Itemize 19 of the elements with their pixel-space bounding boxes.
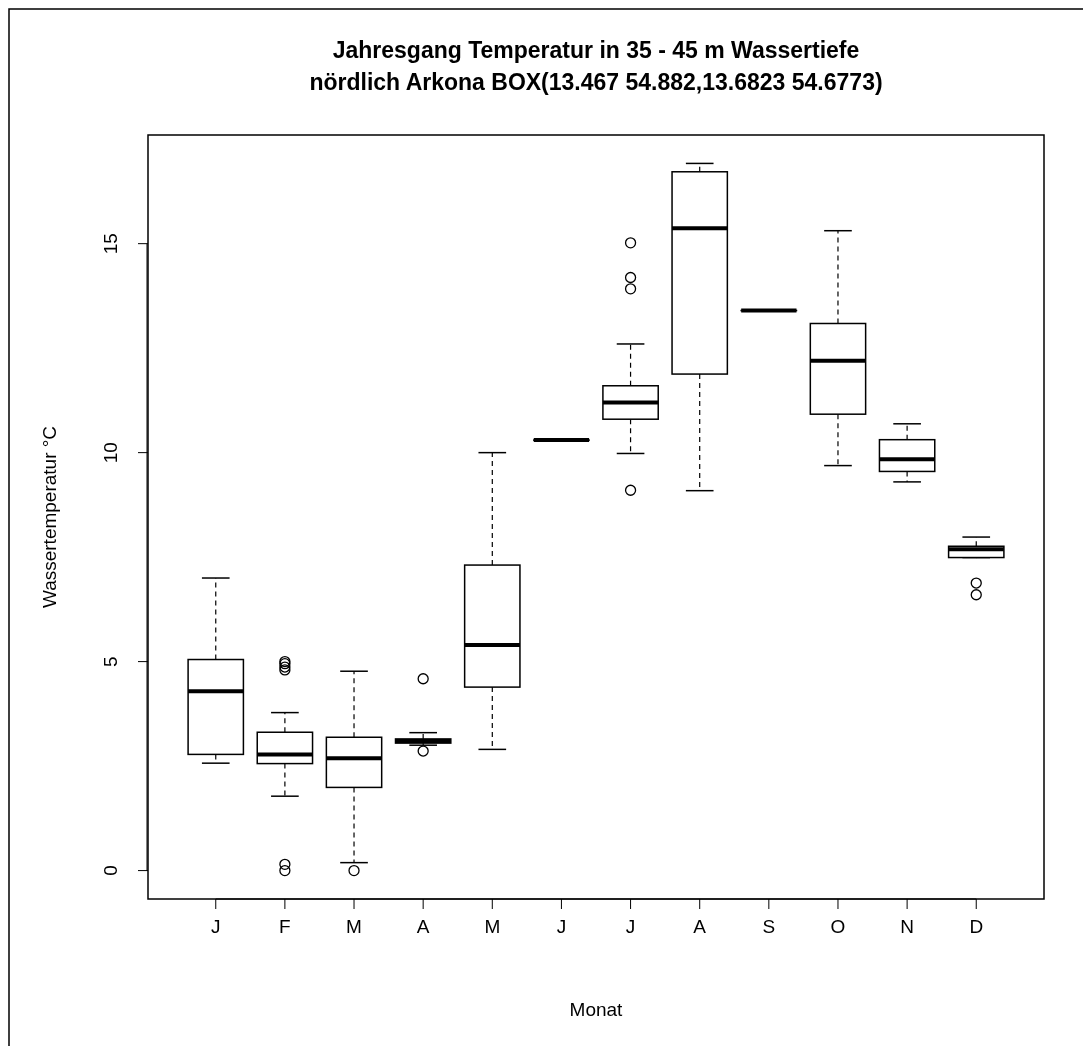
y-tick-label: 0 [99,865,121,876]
y-tick-label: 15 [99,233,121,255]
y-tick-label: 10 [99,442,121,464]
x-tick-label: A [416,916,430,937]
x-tick-label: J [556,916,567,937]
x-tick-label: M [484,916,501,937]
y-axis-title: Wassertemperatur °C [39,425,60,609]
x-tick-label: S [762,916,776,937]
x-tick-label: O [830,916,846,937]
x-tick-label: N [900,916,914,937]
x-axis-title: Monat [569,999,624,1020]
y-tick-label: 5 [99,656,121,667]
x-tick-label: M [346,916,362,937]
x-tick-label: D [969,916,984,937]
x-tick-label: J [211,916,221,937]
x-tick-label: J [625,916,636,937]
chart-title: Jahresgang Temperatur in 35 - 45 m Wassertiefe nördlich Arkona BOX(13.467 54.882,13.6823 54.6773) [309,37,883,95]
x-tick-label: F [279,916,291,937]
x-tick-label: A [693,916,707,937]
